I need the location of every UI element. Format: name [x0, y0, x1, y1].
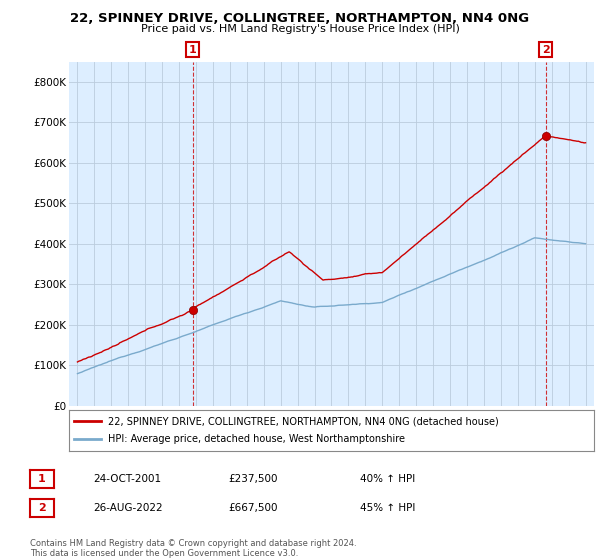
Text: 1: 1	[38, 474, 46, 484]
Text: HPI: Average price, detached house, West Northamptonshire: HPI: Average price, detached house, West…	[109, 435, 406, 444]
Text: 1: 1	[189, 45, 197, 55]
Text: 24-OCT-2001: 24-OCT-2001	[93, 474, 161, 484]
Text: Contains HM Land Registry data © Crown copyright and database right 2024.
This d: Contains HM Land Registry data © Crown c…	[30, 539, 356, 558]
Text: 45% ↑ HPI: 45% ↑ HPI	[360, 503, 415, 513]
Text: 2: 2	[38, 503, 46, 513]
Text: 2: 2	[542, 45, 550, 55]
Text: £667,500: £667,500	[228, 503, 277, 513]
Text: 22, SPINNEY DRIVE, COLLINGTREE, NORTHAMPTON, NN4 0NG: 22, SPINNEY DRIVE, COLLINGTREE, NORTHAMP…	[70, 12, 530, 25]
Text: 40% ↑ HPI: 40% ↑ HPI	[360, 474, 415, 484]
Text: 26-AUG-2022: 26-AUG-2022	[93, 503, 163, 513]
Text: Price paid vs. HM Land Registry's House Price Index (HPI): Price paid vs. HM Land Registry's House …	[140, 24, 460, 34]
Text: £237,500: £237,500	[228, 474, 277, 484]
Text: 22, SPINNEY DRIVE, COLLINGTREE, NORTHAMPTON, NN4 0NG (detached house): 22, SPINNEY DRIVE, COLLINGTREE, NORTHAMP…	[109, 417, 499, 426]
